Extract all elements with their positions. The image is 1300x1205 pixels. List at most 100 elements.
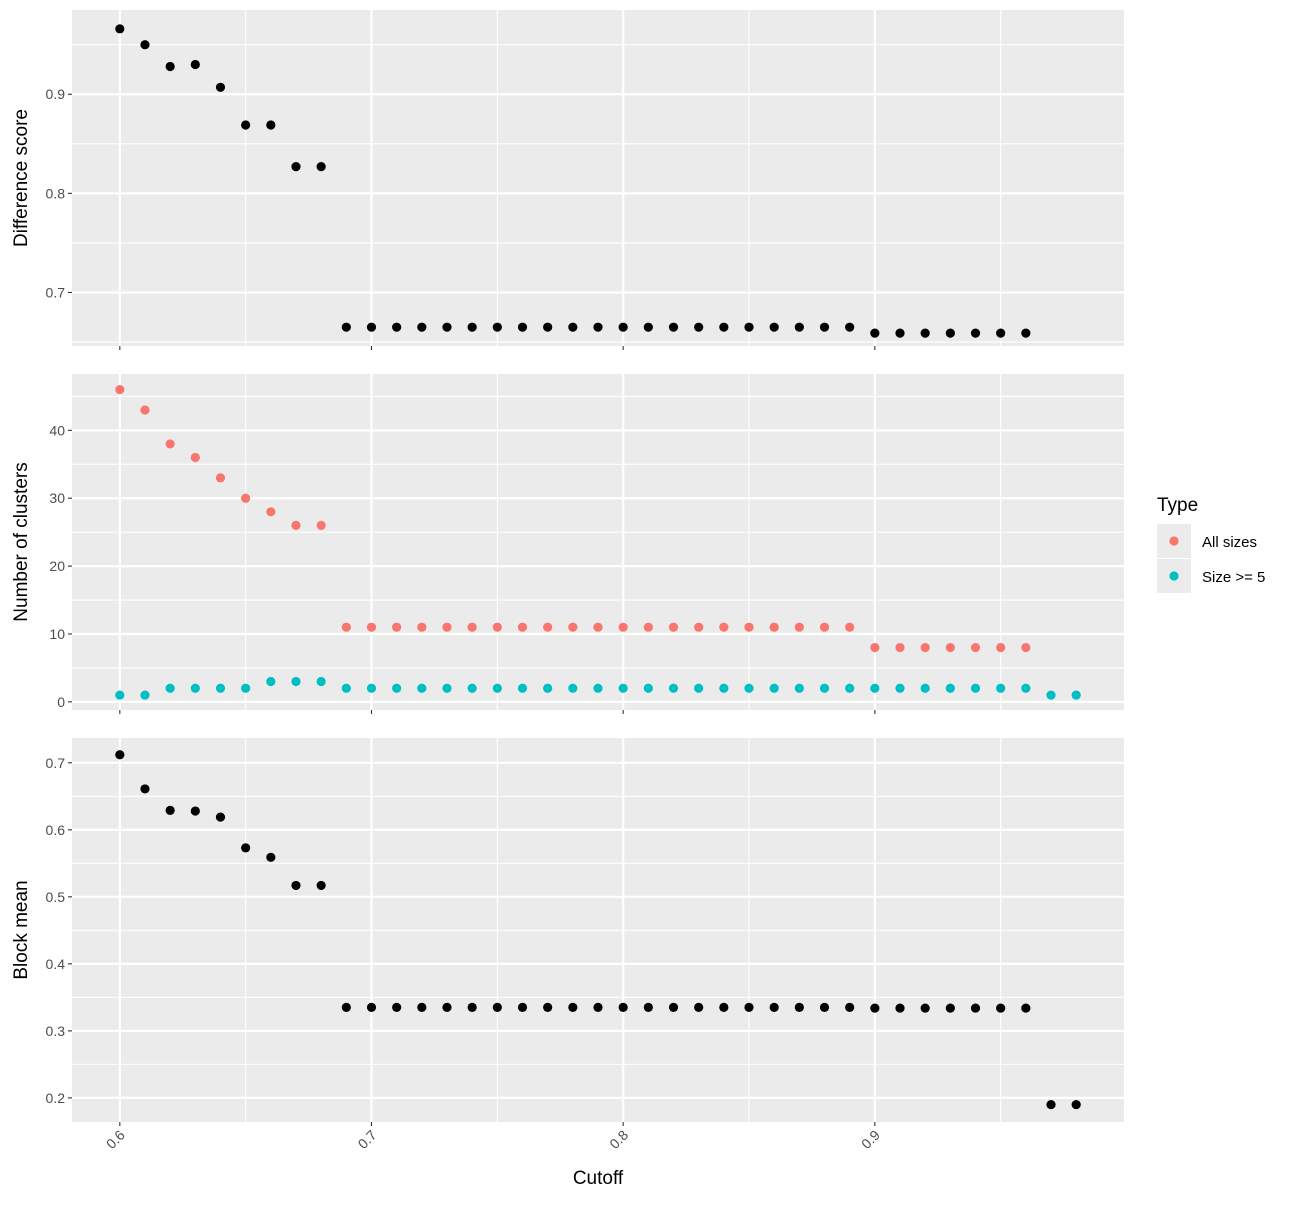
point-all-sizes xyxy=(291,520,301,530)
y-axis-title: Difference score xyxy=(11,109,32,247)
point-all-sizes xyxy=(769,622,779,632)
point-difference-score xyxy=(190,59,200,70)
point-all-sizes xyxy=(593,622,603,632)
point-block-mean xyxy=(970,1003,981,1013)
point-difference-score xyxy=(668,322,679,332)
point-size-5 xyxy=(970,683,981,693)
point-difference-score xyxy=(517,322,528,332)
point-size-5 xyxy=(744,683,754,693)
point-block-mean xyxy=(819,1002,830,1013)
point-block-mean xyxy=(140,784,150,794)
point-all-sizes xyxy=(517,622,528,632)
point-block-mean xyxy=(366,1002,377,1013)
point-difference-score xyxy=(366,322,377,332)
panel-number-of-clusters: 0 10 20 30 40 Number of clusters xyxy=(11,374,1124,714)
point-difference-score xyxy=(996,328,1006,338)
point-difference-score xyxy=(291,162,301,172)
point-size-5 xyxy=(492,683,502,693)
point-block-mean xyxy=(341,1002,351,1013)
point-block-mean xyxy=(1071,1099,1081,1110)
point-block-mean xyxy=(1021,1003,1031,1013)
point-size-5 xyxy=(694,683,704,693)
point-all-sizes xyxy=(568,622,578,632)
point-all-sizes xyxy=(165,439,175,449)
y-axis-title: Block mean xyxy=(11,880,32,979)
point-all-sizes xyxy=(115,385,125,395)
point-all-sizes xyxy=(492,622,502,632)
point-difference-score xyxy=(241,120,251,130)
y-tick-label: 20 xyxy=(49,558,65,574)
point-block-mean xyxy=(568,1002,578,1013)
point-block-mean xyxy=(442,1002,452,1013)
point-difference-score xyxy=(845,322,855,332)
legend-key-all-sizes xyxy=(1169,536,1179,546)
point-block-mean xyxy=(945,1003,955,1013)
point-block-mean xyxy=(744,1002,754,1013)
point-block-mean xyxy=(593,1002,603,1013)
point-difference-score xyxy=(215,82,226,92)
point-difference-score xyxy=(744,322,754,332)
point-block-mean xyxy=(517,1002,528,1013)
point-all-sizes xyxy=(970,642,981,653)
point-difference-score xyxy=(618,322,628,332)
point-all-sizes xyxy=(668,622,679,632)
point-all-sizes xyxy=(241,493,251,503)
y-tick-label: 0.7 xyxy=(46,284,66,300)
y-tick-label: 0.3 xyxy=(46,1023,66,1039)
point-all-sizes xyxy=(442,622,452,632)
x-tick-label: 0.7 xyxy=(355,1127,380,1152)
point-all-sizes xyxy=(870,642,880,653)
point-all-sizes xyxy=(392,622,402,632)
point-all-sizes xyxy=(266,507,276,517)
point-difference-score xyxy=(442,322,452,332)
point-all-sizes xyxy=(543,622,553,632)
y-tick-label: 0.9 xyxy=(46,86,66,102)
point-size-5 xyxy=(845,683,855,693)
point-all-sizes xyxy=(794,622,804,632)
point-difference-score xyxy=(417,322,427,332)
point-all-sizes xyxy=(190,452,200,463)
point-difference-score xyxy=(467,322,477,332)
point-difference-score xyxy=(643,322,653,332)
point-size-5 xyxy=(819,683,830,693)
point-size-5 xyxy=(140,690,150,700)
point-difference-score xyxy=(719,322,729,332)
legend-label-all-sizes: All sizes xyxy=(1202,534,1257,551)
point-difference-score xyxy=(945,328,955,338)
point-all-sizes xyxy=(744,622,754,632)
point-size-5 xyxy=(1046,690,1056,700)
point-size-5 xyxy=(643,683,653,693)
point-all-sizes xyxy=(618,622,628,632)
point-all-sizes xyxy=(819,622,830,632)
point-difference-score xyxy=(316,162,326,172)
point-size-5 xyxy=(467,683,477,693)
point-block-mean xyxy=(492,1002,502,1013)
panel-background xyxy=(72,374,1124,710)
point-difference-score xyxy=(543,322,553,332)
point-size-5 xyxy=(215,683,226,693)
x-tick-label: 0.8 xyxy=(606,1127,631,1152)
point-all-sizes xyxy=(895,642,905,653)
point-block-mean xyxy=(115,750,125,760)
y-tick-label: 0.8 xyxy=(46,185,66,201)
point-block-mean xyxy=(769,1002,779,1013)
point-difference-score xyxy=(895,328,905,338)
x-tick-label: 0.6 xyxy=(103,1127,128,1152)
y-tick-label: 0.4 xyxy=(46,956,66,972)
point-size-5 xyxy=(291,676,301,687)
point-size-5 xyxy=(618,683,628,693)
point-size-5 xyxy=(895,683,905,693)
y-tick-label: 40 xyxy=(49,422,65,438)
y-axis-title: Number of clusters xyxy=(11,462,32,621)
point-difference-score xyxy=(568,322,578,332)
point-size-5 xyxy=(442,683,452,693)
point-block-mean xyxy=(996,1003,1006,1013)
y-tick-label: 0 xyxy=(57,694,65,710)
x-axis-title: Cutoff xyxy=(573,1168,624,1189)
point-block-mean xyxy=(794,1002,804,1013)
point-block-mean xyxy=(266,852,276,862)
point-size-5 xyxy=(517,683,528,693)
point-size-5 xyxy=(794,683,804,693)
point-size-5 xyxy=(996,683,1006,693)
